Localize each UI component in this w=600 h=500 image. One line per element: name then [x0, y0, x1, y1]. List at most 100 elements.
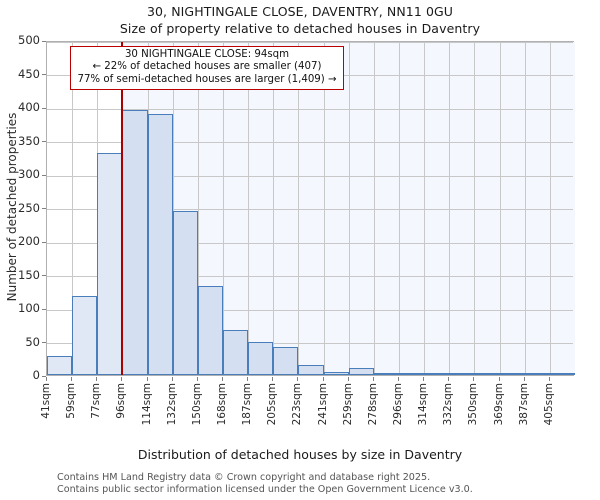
x-axis-tick-label: 332sqm: [442, 383, 455, 426]
y-axis-tick-label: 250: [18, 200, 40, 215]
x-axis-tick-label: 132sqm: [165, 383, 178, 426]
x-axis-tick-label: 278sqm: [366, 383, 379, 426]
x-axis-tick-label: 387sqm: [517, 383, 530, 426]
x-axis-tick-mark: [372, 377, 374, 381]
y-axis-tick-mark: [42, 375, 46, 377]
bar: [72, 295, 98, 375]
x-axis-tick-mark: [473, 377, 475, 381]
y-axis-tick-mark: [42, 40, 46, 42]
chart-subtitle: Size of property relative to detached ho…: [119, 21, 481, 36]
bar: [248, 342, 274, 375]
bar: [499, 373, 525, 375]
x-axis-tick-mark: [222, 377, 223, 381]
x-axis-tick-mark: [272, 377, 274, 381]
x-axis-tick-mark: [46, 377, 47, 381]
x-axis-tick-label: 314sqm: [417, 383, 430, 426]
x-axis-tick-label: 96sqm: [115, 383, 128, 419]
x-axis-tick-label: 168sqm: [216, 383, 228, 426]
x-axis-tick-label: 150sqm: [190, 383, 203, 426]
x-axis-tick-mark: [523, 377, 525, 381]
bar: [172, 210, 198, 375]
gridline-vertical: [348, 42, 350, 375]
x-axis-tick-mark: [347, 377, 349, 381]
x-axis-tick-label: 205sqm: [266, 383, 279, 426]
bar: [474, 373, 500, 375]
gridline-horizontal: [47, 41, 573, 43]
gridline-vertical: [197, 42, 199, 375]
gridline-vertical: [248, 42, 250, 375]
gridline-vertical: [449, 42, 451, 375]
gridline-vertical: [524, 42, 526, 375]
y-axis-tick-mark: [42, 208, 46, 209]
plot-area: [46, 41, 575, 376]
gridline-horizontal: [47, 209, 573, 210]
gridline-vertical: [424, 42, 426, 375]
x-axis-tick-label: 369sqm: [492, 383, 505, 426]
gridline-vertical: [474, 42, 476, 375]
y-axis-tick-mark: [42, 308, 46, 310]
footer-line-1: Contains HM Land Registry data © Crown c…: [57, 472, 431, 483]
x-axis-tick-label: 223sqm: [291, 383, 304, 426]
bar: [97, 152, 123, 375]
x-axis-tick-mark: [423, 377, 425, 381]
x-axis-tick-mark: [548, 377, 550, 381]
bar: [399, 373, 425, 375]
gridline-vertical: [298, 42, 300, 375]
x-axis-tick-mark: [71, 377, 73, 381]
x-axis-tick-mark: [448, 377, 450, 381]
y-axis-tick-mark: [42, 342, 46, 343]
bar: [122, 109, 148, 375]
y-axis-tick-label: 100: [18, 301, 40, 315]
footer-attribution: Contains HM Land Registry data © Crown c…: [57, 472, 557, 495]
annotation-line-2: ← 22% of detached houses are smaller (40…: [92, 61, 322, 73]
y-axis-tick-label: 300: [18, 167, 40, 181]
y-axis-tick-mark: [42, 141, 46, 142]
gridline-horizontal: [47, 175, 573, 177]
annotation-line-1: 30 NIGHTINGALE CLOSE: 94sqm: [124, 49, 290, 60]
x-axis-tick-mark: [196, 377, 198, 381]
gridline-horizontal: [47, 309, 573, 311]
chart-title: 30, NIGHTINGALE CLOSE, DAVENTRY, NN11 0G…: [146, 4, 454, 19]
bar: [147, 113, 173, 375]
y-axis-tick-label: 500: [18, 33, 40, 47]
x-axis-tick-label: 77sqm: [90, 383, 103, 419]
gridline-vertical: [223, 42, 224, 375]
x-axis-tick-label: 41sqm: [40, 383, 52, 419]
x-axis-tick-mark: [96, 377, 98, 381]
x-axis-label: Distribution of detached houses by size …: [137, 447, 463, 462]
x-axis-tick-mark: [171, 377, 173, 381]
property-annotation-box: 30 NIGHTINGALE CLOSE: 94sqm ← 22% of det…: [70, 46, 344, 91]
x-axis-tick-mark: [297, 377, 299, 381]
x-axis-tick-label: 114sqm: [140, 383, 153, 426]
bar: [197, 285, 223, 375]
y-axis-tick-label: 450: [18, 66, 40, 81]
bar: [348, 367, 374, 375]
gridline-vertical: [273, 42, 275, 375]
gridline-vertical: [323, 42, 325, 375]
x-axis-tick-label: 296sqm: [392, 383, 404, 426]
x-axis-tick-label: 59sqm: [65, 383, 78, 419]
y-axis-tick-label: 200: [18, 234, 40, 248]
gridline-horizontal: [47, 276, 573, 277]
footer-line-2: Contains public sector information licen…: [57, 483, 473, 495]
y-axis-tick-label: 400: [18, 100, 40, 114]
gridline-horizontal: [47, 142, 573, 143]
gridline-vertical: [549, 42, 551, 375]
annotation-line-3: 77% of semi-detached houses are larger (…: [77, 73, 337, 85]
bar: [298, 364, 324, 375]
gridline-vertical: [172, 42, 174, 375]
x-axis-tick-mark: [322, 377, 324, 381]
gridline-horizontal: [47, 343, 573, 344]
x-axis-tick-mark: [146, 377, 148, 381]
x-axis-tick-label: 241sqm: [316, 383, 329, 426]
y-axis-tick-mark: [42, 241, 46, 243]
y-axis-tick-mark: [42, 174, 46, 176]
y-axis-tick-label: 0: [32, 368, 40, 382]
bar: [273, 346, 299, 375]
x-axis-tick-mark: [498, 377, 500, 381]
gridline-vertical: [399, 42, 400, 375]
property-marker-line: [121, 42, 124, 375]
x-axis-tick-label: 350sqm: [467, 383, 480, 426]
x-axis-tick-label: 405sqm: [542, 383, 555, 426]
